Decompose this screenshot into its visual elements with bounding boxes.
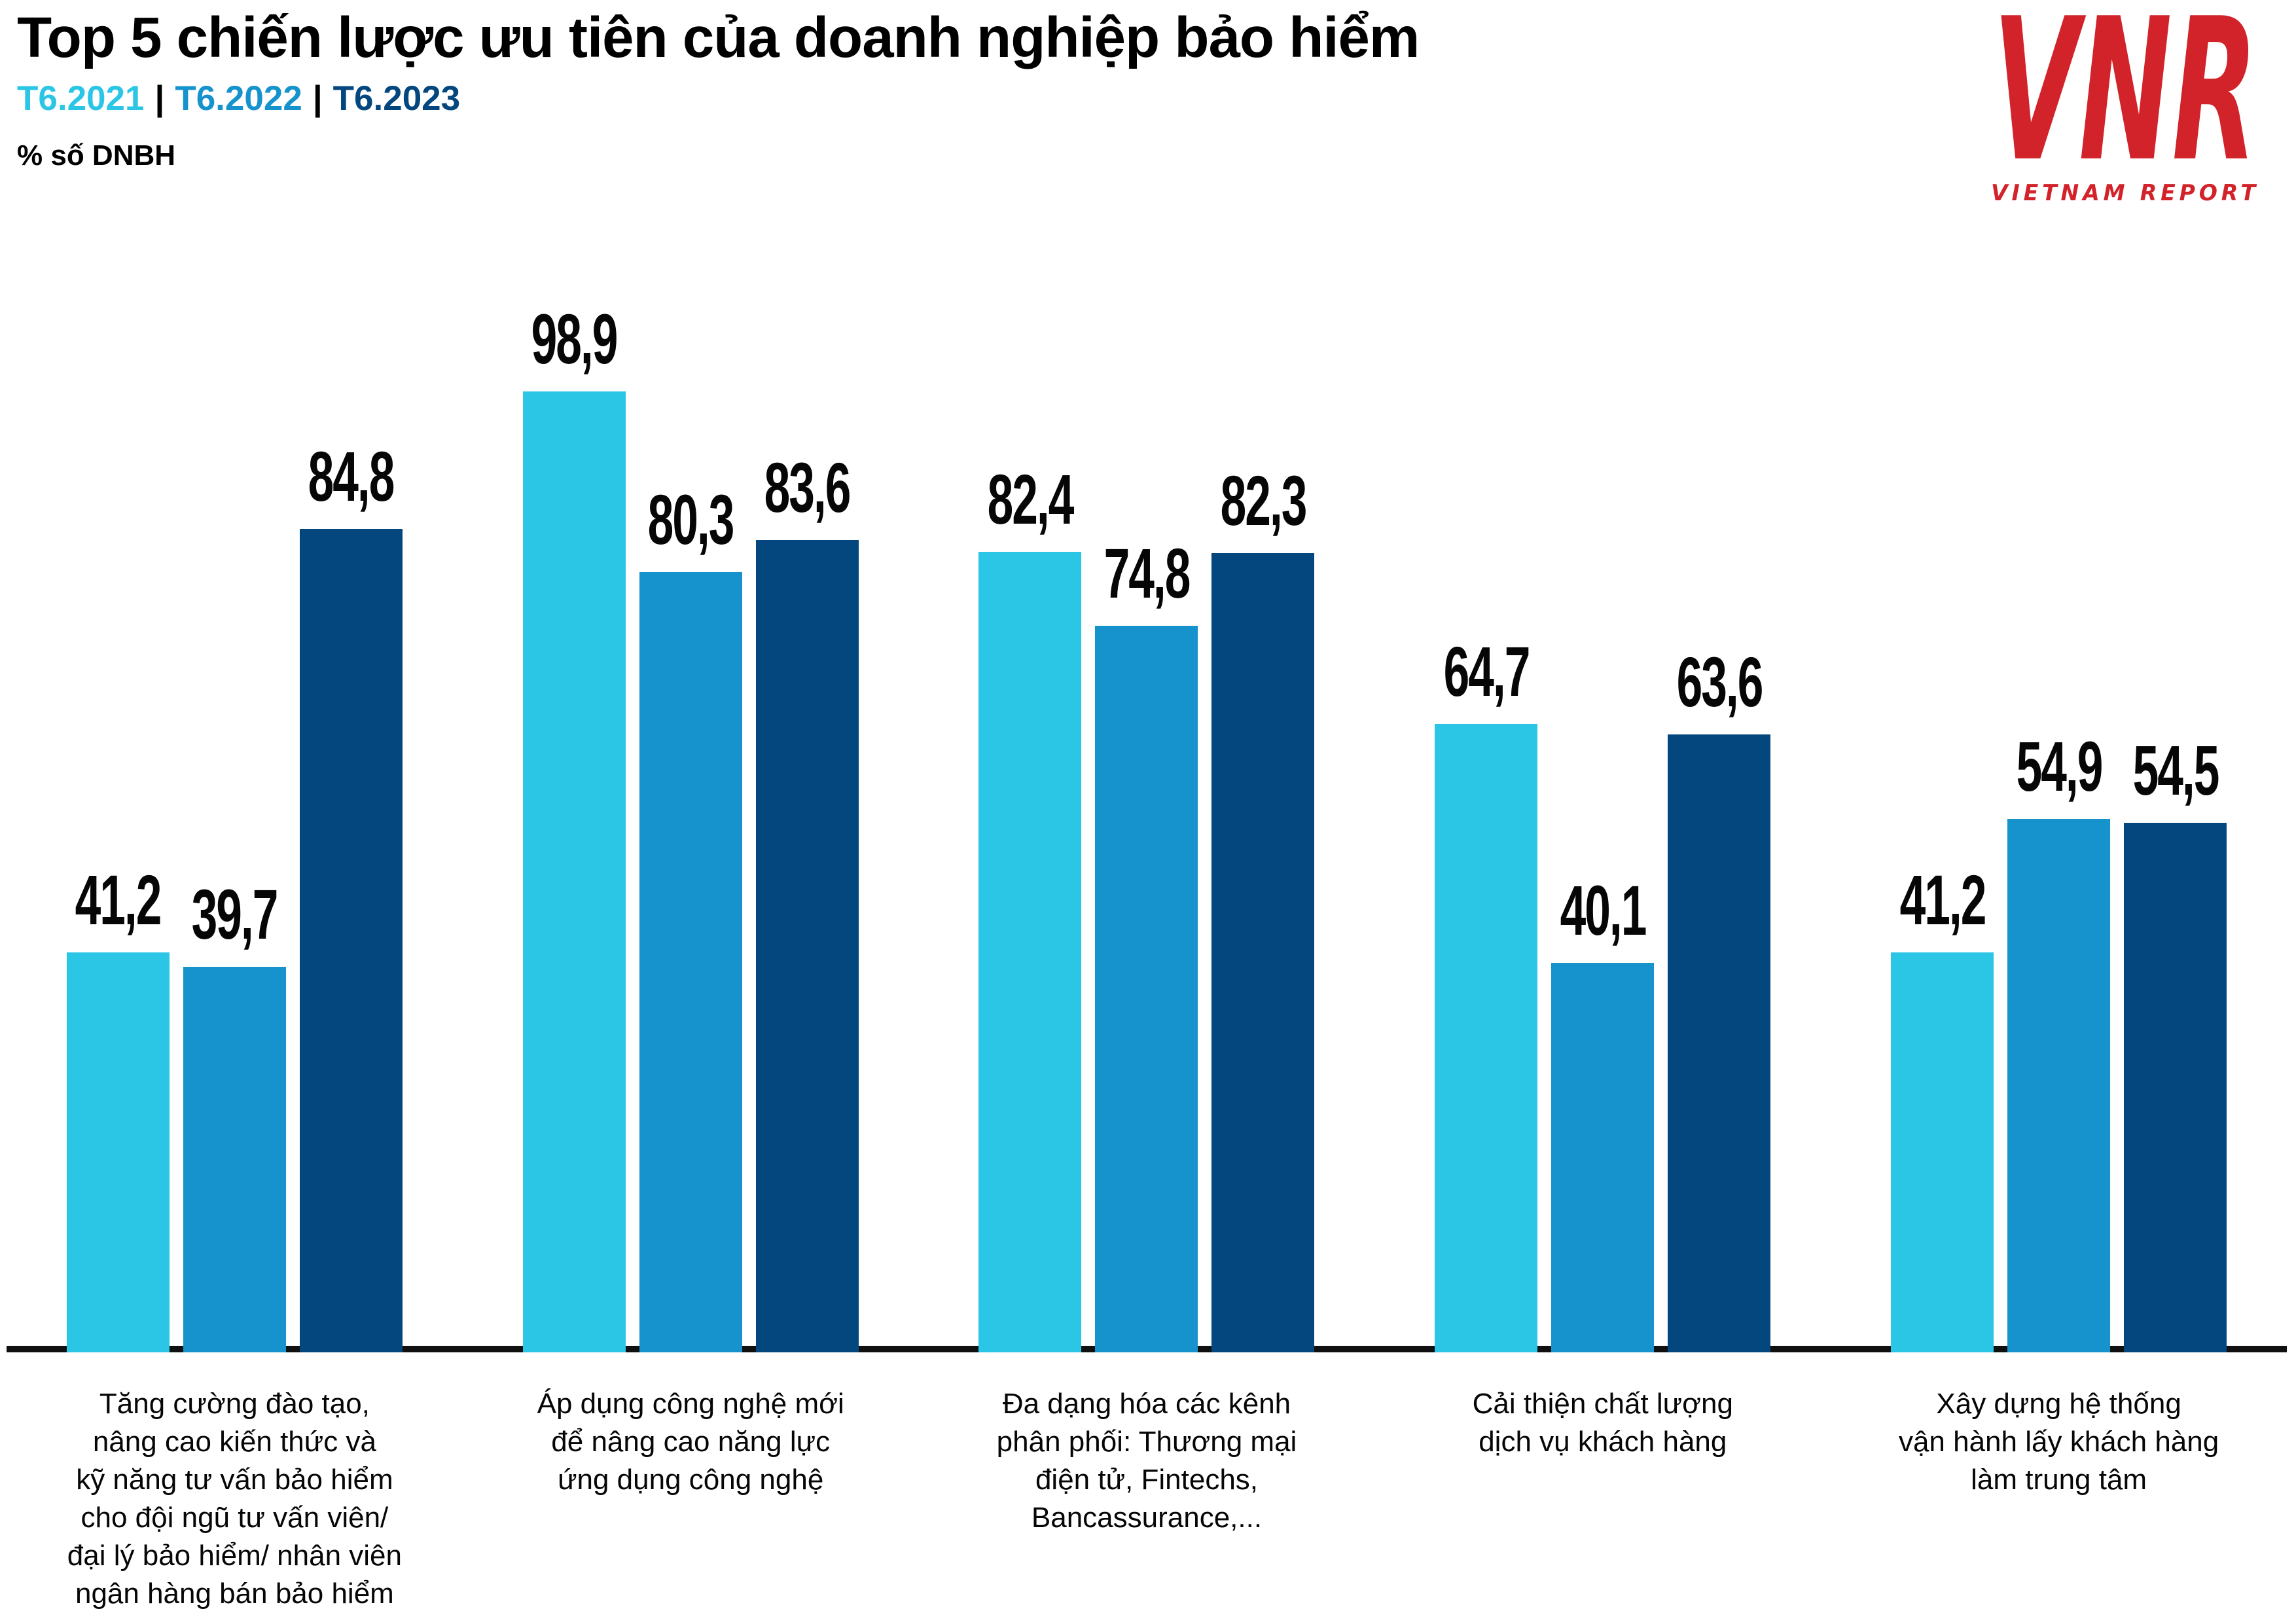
legend-separator: | <box>312 79 323 118</box>
bar-slot: 54,9 <box>2007 381 2111 1352</box>
bar-slot: 98,9 <box>522 299 626 1352</box>
category-row: Tăng cường đào tạo, nâng cao kiến thức v… <box>7 1385 2287 1613</box>
bar-slot: 40,1 <box>1551 381 1655 1352</box>
bar-slot: 74,8 <box>1095 381 1198 1352</box>
bar-slot: 80,3 <box>639 381 742 1352</box>
bar-slot: 63,6 <box>1668 381 1771 1352</box>
bar-T6.2023-cat2: 83,6 <box>755 448 859 1352</box>
bar-value-label: 41,2 <box>75 859 162 939</box>
bar-group-3: 82,4 74,8 82,3 <box>919 381 1375 1352</box>
category-label-4: Cải thiện chất lượng dịch vụ khách hàng <box>1472 1388 1733 1458</box>
bar-value-label: 98,9 <box>531 299 619 379</box>
bar-value-label: 82,3 <box>1220 460 1308 540</box>
legend-item-T6.2021: T6.2021 <box>17 79 145 118</box>
vnr-logo: VNR VIETNAM REPORT <box>1991 3 2259 206</box>
bar-T6.2023-cat5: 54,5 <box>2124 731 2227 1352</box>
bar-value-label: 74,8 <box>1103 533 1191 613</box>
bar-value-label: 39,7 <box>191 874 279 954</box>
bar-value-label: 80,3 <box>647 480 735 560</box>
bar-slot: 39,7 <box>183 381 286 1352</box>
category-label-2: Áp dụng công nghệ mới để nâng cao năng l… <box>537 1388 844 1496</box>
bar-group-4: 64,7 40,1 63,6 <box>1374 381 1831 1352</box>
bar-value-label: 64,7 <box>1443 631 1530 711</box>
bar-value-label: 54,9 <box>2016 727 2103 806</box>
bar-slot: 83,6 <box>755 381 859 1352</box>
bar-slot: 41,2 <box>66 381 170 1352</box>
bar-T6.2023-cat1: 84,8 <box>299 437 403 1352</box>
category-label-5: Xây dựng hệ thống vận hành lấy khách hàn… <box>1898 1388 2219 1496</box>
bar-value-label: 63,6 <box>1676 642 1763 722</box>
bar-T6.2023-cat3: 82,3 <box>1211 461 1315 1352</box>
bar-value-label: 40,1 <box>1560 870 1647 950</box>
unit-note: % số DNBH <box>17 139 176 171</box>
header: Top 5 chiến lược ưu tiên của doanh nghiệ… <box>17 5 1420 172</box>
bar-T6.2021-cat5: 41,2 <box>1891 860 1994 1352</box>
bar-value-label: 54,5 <box>2132 731 2219 810</box>
page-title: Top 5 chiến lược ưu tiên của doanh nghiệ… <box>17 6 1420 69</box>
bar-T6.2022-cat2: 80,3 <box>639 480 742 1352</box>
bar-T6.2022-cat4: 40,1 <box>1551 871 1655 1352</box>
bar-slot: 54,5 <box>2124 381 2227 1352</box>
bar-T6.2021-cat3: 82,4 <box>978 460 1082 1352</box>
bar-T6.2022-cat5: 54,9 <box>2007 727 2111 1352</box>
bar-slot: 82,4 <box>978 381 1082 1352</box>
legend-separator: | <box>154 79 165 118</box>
bar-T6.2022-cat3: 74,8 <box>1095 533 1198 1352</box>
bar-slot: 41,2 <box>1891 381 1994 1352</box>
bar-value-label: 84,8 <box>308 436 395 516</box>
bar-group-1: 41,2 39,7 84,8 <box>7 381 463 1352</box>
category-label-3: Đa dạng hóa các kênh phân phối: Thương m… <box>996 1388 1297 1534</box>
plot-area: 41,2 39,7 84,8 98,9 80,3 83,6 82,4 74,8 82,3 64,7… <box>7 299 2287 1352</box>
bar-slot: 82,3 <box>1211 381 1315 1352</box>
bar-value-label: 82,4 <box>987 460 1075 539</box>
bar-T6.2021-cat4: 64,7 <box>1435 632 1538 1352</box>
legend: T6.2021 | T6.2022 | T6.2023 <box>17 79 1419 118</box>
bar-value-label: 83,6 <box>764 448 852 528</box>
bar-T6.2021-cat1: 41,2 <box>66 860 170 1352</box>
bar-T6.2021-cat2: 98,9 <box>522 299 626 1352</box>
bar-group-2: 98,9 80,3 83,6 <box>463 299 919 1352</box>
category-label-1: Tăng cường đào tạo, nâng cao kiến thức v… <box>67 1388 403 1610</box>
bar-T6.2022-cat1: 39,7 <box>183 875 286 1352</box>
legend-item-T6.2023: T6.2023 <box>332 79 461 118</box>
vnr-logo-wordmark: VIETNAM REPORT <box>1991 180 2259 206</box>
bar-value-label: 41,2 <box>1899 859 1986 939</box>
bar-group-5: 41,2 54,9 54,5 <box>1831 381 2287 1352</box>
vnr-logo-acronym: VNR <box>1993 3 2258 205</box>
bar-slot: 64,7 <box>1435 381 1538 1352</box>
bar-slot: 84,8 <box>299 381 403 1352</box>
legend-item-T6.2022: T6.2022 <box>175 79 302 118</box>
bar-T6.2023-cat4: 63,6 <box>1668 642 1771 1352</box>
